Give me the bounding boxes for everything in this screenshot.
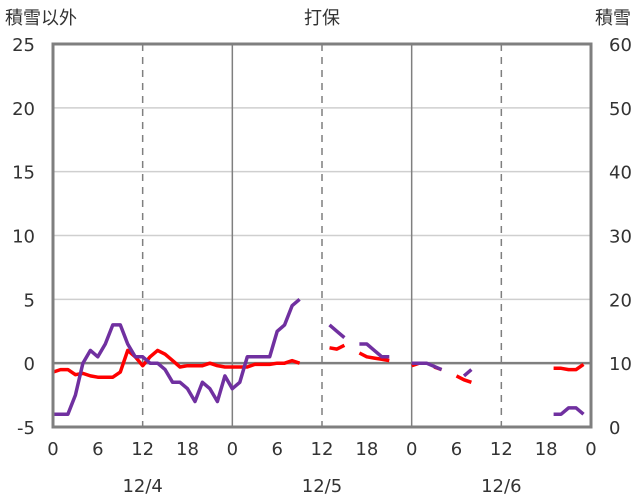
series-line [455,374,472,384]
date-label: 12/6 [481,476,521,497]
y-right-tick-label: 0 [609,418,620,439]
series-line [553,362,585,372]
snow-depth-series-line [411,361,443,372]
x-tick-label: 0 [47,439,58,460]
x-tick-label: 18 [535,439,558,460]
x-tick-label: 18 [176,439,199,460]
y-right-tick-label: 10 [609,354,632,375]
y-right-tick-label: 50 [609,99,632,120]
plot-frame [51,42,593,429]
series-line [358,351,390,363]
series-layer [52,297,585,416]
snow-depth-series-line [53,297,301,416]
x-tick-label: 0 [406,439,417,460]
y-left-tick-label: 15 [12,163,35,184]
snow-depth-series-line [462,368,473,378]
x-tick-label: 6 [271,439,282,460]
snow-depth-series-line [328,323,346,339]
x-tick-label: 0 [227,439,238,460]
x-tick-label: 18 [355,439,378,460]
x-tick-label: 12 [311,439,334,460]
y-right-tick-label: 40 [609,163,632,184]
y-right-axis-label: 積雪 [595,8,631,29]
series-line [52,348,301,379]
y-left-tick-label: 0 [24,354,35,375]
x-tick-label: 6 [451,439,462,460]
y-left-axis-label: 積雪以外 [5,8,77,29]
y-left-tick-label: 10 [12,227,35,248]
x-tick-label: 12 [490,439,513,460]
date-label: 12/4 [122,476,162,497]
x-tick-label: 12 [131,439,154,460]
snow-depth-series-line [553,406,585,416]
y-right-tick-label: 60 [609,35,632,56]
y-left-tick-label: 5 [24,290,35,311]
date-label: 12/5 [302,476,342,497]
x-tick-label: 6 [92,439,103,460]
y-left-tick-label: 20 [12,99,35,120]
y-left-tick-label: -5 [17,418,35,439]
y-right-tick-label: 30 [609,227,632,248]
series-line [329,343,346,351]
chart-title: 打保 [304,8,340,29]
y-left-tick-label: 25 [12,35,35,56]
grid [53,43,591,428]
x-tick-label: 0 [585,439,596,460]
y-right-tick-label: 20 [609,290,632,311]
snow-depth-series-line [359,342,390,359]
